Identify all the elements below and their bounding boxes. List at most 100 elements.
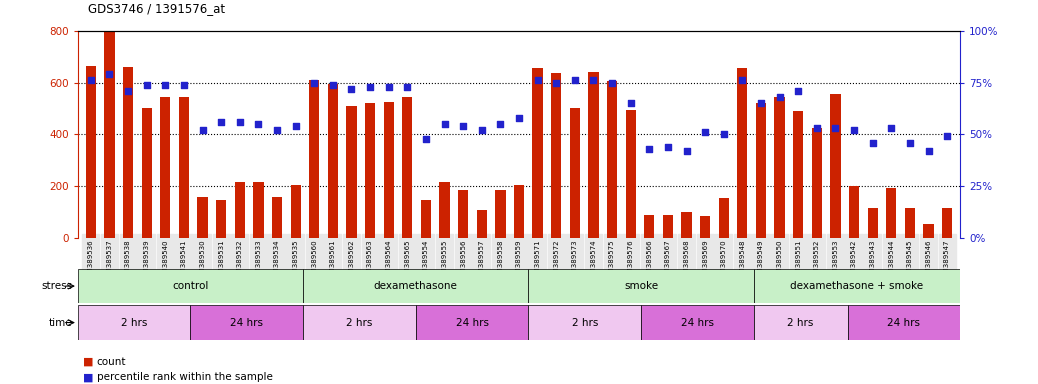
Text: 2 hrs: 2 hrs	[572, 318, 598, 328]
Text: percentile rank within the sample: percentile rank within the sample	[97, 372, 272, 382]
Point	[567, 78, 583, 84]
Point	[83, 78, 100, 84]
Bar	[495, 190, 506, 238]
Point	[715, 131, 732, 137]
Point	[696, 129, 713, 136]
Bar	[309, 80, 320, 238]
Point	[250, 121, 267, 127]
Text: ■: ■	[83, 372, 93, 382]
Point	[790, 88, 807, 94]
Bar	[754, 269, 960, 303]
Text: 24 hrs: 24 hrs	[681, 318, 714, 328]
Bar	[235, 182, 245, 238]
Text: 2 hrs: 2 hrs	[121, 318, 147, 328]
Point	[771, 94, 788, 100]
Point	[585, 78, 602, 84]
Bar	[216, 200, 226, 238]
Bar	[812, 128, 822, 238]
Bar	[868, 208, 878, 238]
Bar	[754, 305, 847, 340]
Bar	[774, 97, 785, 238]
Bar	[420, 200, 431, 238]
Bar	[905, 208, 916, 238]
Point	[101, 71, 117, 77]
Point	[604, 79, 621, 86]
Bar	[86, 66, 95, 238]
Point	[119, 88, 136, 94]
Bar	[663, 215, 673, 238]
Bar	[681, 212, 691, 238]
Text: 24 hrs: 24 hrs	[456, 318, 489, 328]
Text: smoke: smoke	[624, 281, 658, 291]
Point	[436, 121, 453, 127]
Point	[455, 123, 471, 129]
Point	[269, 127, 285, 133]
Text: stress: stress	[42, 281, 73, 291]
Point	[548, 79, 565, 86]
Point	[231, 119, 248, 125]
Bar	[943, 208, 952, 238]
Bar	[514, 185, 524, 238]
Bar	[607, 81, 618, 238]
Bar	[365, 103, 375, 238]
Point	[883, 125, 900, 131]
Point	[325, 81, 342, 88]
Bar	[105, 32, 114, 238]
Text: ■: ■	[83, 357, 93, 367]
Bar	[402, 97, 412, 238]
Bar	[160, 97, 170, 238]
Text: 2 hrs: 2 hrs	[347, 318, 373, 328]
Text: count: count	[97, 357, 126, 367]
Point	[194, 127, 211, 133]
Bar	[347, 106, 357, 238]
Point	[846, 127, 863, 133]
Point	[213, 119, 229, 125]
Bar	[272, 197, 282, 238]
Point	[492, 121, 509, 127]
Bar	[551, 73, 562, 238]
Text: 24 hrs: 24 hrs	[230, 318, 264, 328]
Bar	[141, 108, 152, 238]
Point	[511, 115, 527, 121]
Bar	[476, 210, 487, 238]
Text: time: time	[49, 318, 73, 328]
Bar	[570, 108, 580, 238]
Bar	[179, 97, 189, 238]
Point	[809, 125, 825, 131]
Point	[659, 144, 676, 150]
Bar	[645, 215, 654, 238]
Text: 24 hrs: 24 hrs	[887, 318, 921, 328]
Bar	[700, 216, 710, 238]
Point	[399, 84, 415, 90]
Bar	[830, 94, 841, 238]
Point	[734, 78, 750, 84]
Point	[902, 140, 919, 146]
Point	[306, 79, 323, 86]
Point	[138, 81, 155, 88]
Point	[175, 81, 192, 88]
Bar	[416, 305, 528, 340]
Point	[380, 84, 397, 90]
Point	[865, 140, 881, 146]
Text: control: control	[172, 281, 209, 291]
Bar	[384, 102, 393, 238]
Point	[362, 84, 379, 90]
Bar	[793, 111, 803, 238]
Point	[623, 100, 639, 106]
Point	[938, 133, 955, 139]
Point	[157, 81, 173, 88]
Point	[827, 125, 844, 131]
Point	[529, 78, 546, 84]
Bar	[291, 185, 301, 238]
Bar	[78, 305, 191, 340]
Text: dexamethasone: dexamethasone	[374, 281, 458, 291]
Bar	[886, 187, 897, 238]
Text: dexamethasone + smoke: dexamethasone + smoke	[790, 281, 924, 291]
Bar	[924, 224, 933, 238]
Point	[288, 123, 304, 129]
Bar	[528, 305, 641, 340]
Bar	[303, 305, 416, 340]
Point	[678, 148, 694, 154]
Text: 2 hrs: 2 hrs	[788, 318, 814, 328]
Bar	[756, 103, 766, 238]
